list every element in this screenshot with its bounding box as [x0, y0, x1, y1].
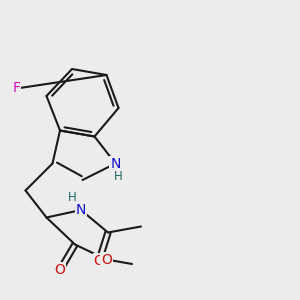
Text: F: F [13, 82, 20, 95]
Text: N: N [110, 157, 121, 170]
Text: H: H [68, 191, 76, 204]
Text: O: O [94, 254, 104, 268]
Text: N: N [76, 203, 86, 217]
Text: O: O [101, 253, 112, 266]
Text: O: O [55, 263, 65, 277]
Text: H: H [114, 169, 123, 183]
